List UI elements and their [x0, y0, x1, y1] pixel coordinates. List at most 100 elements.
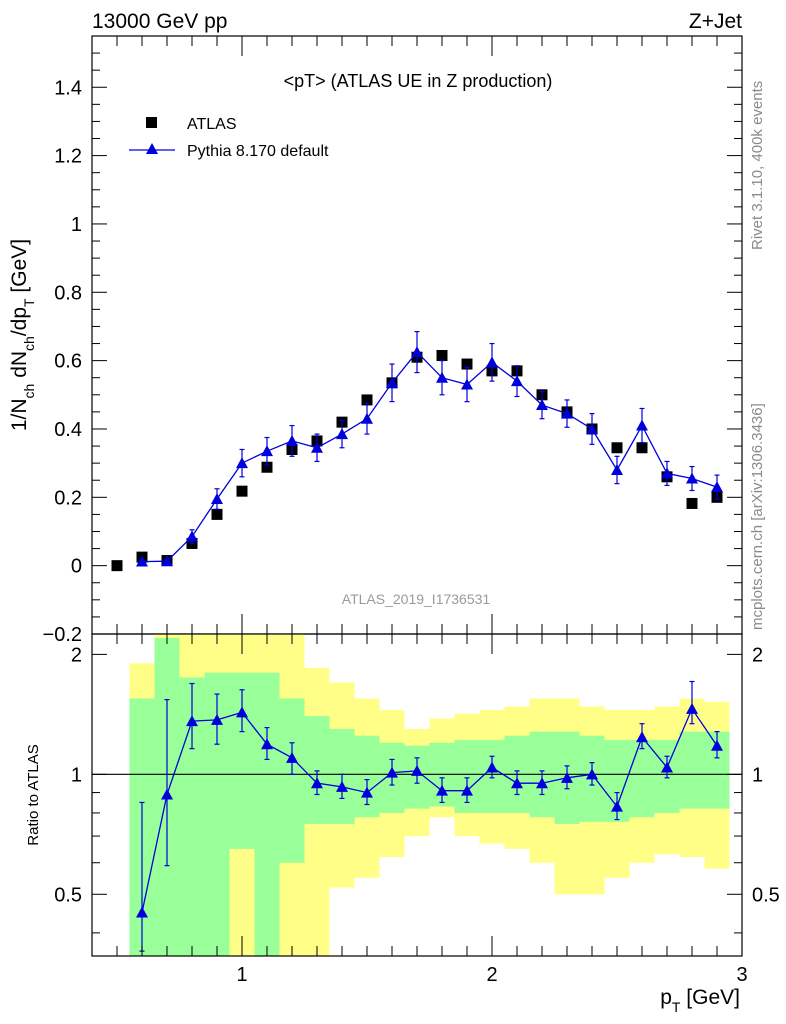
pythia-point: [586, 422, 598, 434]
atlas-point: [436, 350, 448, 362]
main-axes: 0 0.2 0.4 0.6 0.8 1 1.2 1.4 −0.2: [43, 36, 743, 646]
legend-label-pythia: Pythia 8.170 default: [187, 143, 329, 160]
ratio-point: [411, 764, 423, 776]
legend-marker-atlas: [146, 117, 157, 128]
ratio-point: [136, 906, 148, 918]
ratio-band-green: [679, 731, 705, 809]
pythia-point: [486, 356, 498, 368]
ratio-point: [661, 761, 673, 773]
atlas-point: [111, 560, 123, 572]
legend: ATLAS Pythia 8.170 default: [129, 116, 329, 160]
main-panel: 0 0.2 0.4 0.6 0.8 1 1.2 1.4 −0.2 <pT> (ATLAS UE …: [8, 35, 743, 646]
pythia-point: [186, 530, 198, 542]
ratio-y-tick-label: 2: [71, 644, 82, 666]
main-y-tick-label: 0: [71, 556, 82, 578]
pythia-point: [636, 419, 648, 431]
ratio-point: [436, 784, 448, 796]
ratio-band-green: [629, 739, 655, 818]
atlas-point: [611, 442, 623, 454]
pythia-point: [211, 493, 223, 505]
main-y-tick-label: 0.4: [54, 419, 82, 441]
ratio-point: [161, 788, 173, 800]
x-tick-label: 3: [736, 964, 747, 986]
pythia-point: [261, 445, 273, 457]
atlas-point: [361, 394, 373, 406]
header-right: Z+Jet: [689, 10, 742, 33]
atlas-point: [461, 358, 473, 370]
x-tick-label: 2: [486, 964, 497, 986]
pythia-point: [461, 378, 473, 390]
x-axis-label: pT [GeV]: [660, 986, 740, 1015]
side-label-top: Rivet 3.1.10, 400k events: [749, 81, 766, 250]
main-y-tick-label: 1.2: [54, 146, 82, 168]
ratio-point: [386, 766, 398, 778]
pythia-point: [436, 371, 448, 383]
pythia-point: [611, 463, 623, 475]
pythia-point: [561, 407, 573, 419]
ratio-band-green: [304, 716, 330, 825]
ratio-point: [261, 738, 273, 750]
pythia-point: [336, 428, 348, 440]
pythia-point: [411, 346, 423, 358]
pythia-point: [236, 457, 248, 469]
x-tick-label: 1: [236, 964, 247, 986]
ratio-y-tick-label-right: 0.5: [752, 884, 780, 906]
ratio-point: [586, 768, 598, 780]
atlas-point: [261, 461, 273, 473]
main-watermark: ATLAS_2019_I1736531: [342, 591, 491, 607]
atlas-point: [211, 508, 223, 520]
ratio-point: [236, 706, 248, 718]
atlas-point: [236, 485, 248, 497]
main-y-tick-label: 1.4: [54, 77, 82, 99]
pythia-point: [386, 376, 398, 388]
ratio-band-green: [254, 672, 280, 957]
main-y-tick-label: −0.2: [43, 624, 82, 646]
ratio-point: [711, 739, 723, 751]
ratio-point: [211, 713, 223, 725]
ratio-point: [336, 780, 348, 792]
pythia-line: [141, 351, 718, 563]
main-y-axis-label: 1/Nch dNch/dpT [GeV]: [8, 239, 37, 431]
pythia-point: [711, 481, 723, 493]
pythia-point: [286, 434, 298, 446]
main-data-layer: [111, 330, 723, 572]
main-title: <pT> (ATLAS UE in Z production): [284, 71, 553, 91]
ratio-y-tick-label-right: 2: [752, 644, 763, 666]
ratio-y-tick-label: 1: [71, 764, 82, 786]
ratio-band-green: [279, 698, 305, 863]
main-y-tick-label: 0.2: [54, 487, 82, 509]
pythia-point: [661, 467, 673, 479]
ratio-point: [486, 761, 498, 773]
ratio-y-tick-label: 0.5: [54, 884, 82, 906]
atlas-point: [686, 497, 698, 509]
side-label-bottom: mcplots.cern.ch [arXiv:1306.3436]: [749, 403, 766, 630]
pythia-point: [136, 555, 148, 567]
legend-marker-pythia: [146, 143, 158, 154]
ratio-point: [461, 784, 473, 796]
atlas-point: [636, 442, 648, 454]
pythia-point: [161, 555, 173, 567]
ratio-point: [636, 731, 648, 743]
ratio-point: [361, 786, 373, 798]
ratio-point: [311, 777, 323, 789]
ratio-point: [561, 771, 573, 783]
pythia-point: [686, 472, 698, 484]
main-y-tick-label: 0.6: [54, 351, 82, 373]
pythia-point: [311, 441, 323, 453]
ratio-y-axis-label: Ratio to ATLAS: [25, 744, 42, 845]
ratio-data-layer: [92, 633, 742, 957]
ratio-line: [141, 707, 718, 913]
main-y-tick-label: 1: [71, 214, 82, 236]
ratio-point: [186, 715, 198, 727]
header-left: 13000 GeV pp: [92, 10, 227, 33]
ratio-point: [286, 751, 298, 763]
ratio-point: [536, 777, 548, 789]
main-y-tick-label: 0.8: [54, 282, 82, 304]
pythia-point: [536, 399, 548, 411]
ratio-point: [611, 800, 623, 812]
pythia-point: [361, 412, 373, 424]
legend-label-atlas: ATLAS: [187, 116, 237, 133]
ratio-point: [511, 777, 523, 789]
ratio-axes: 0.5 0.5 1 1 2 2 1 2 3: [54, 634, 780, 986]
